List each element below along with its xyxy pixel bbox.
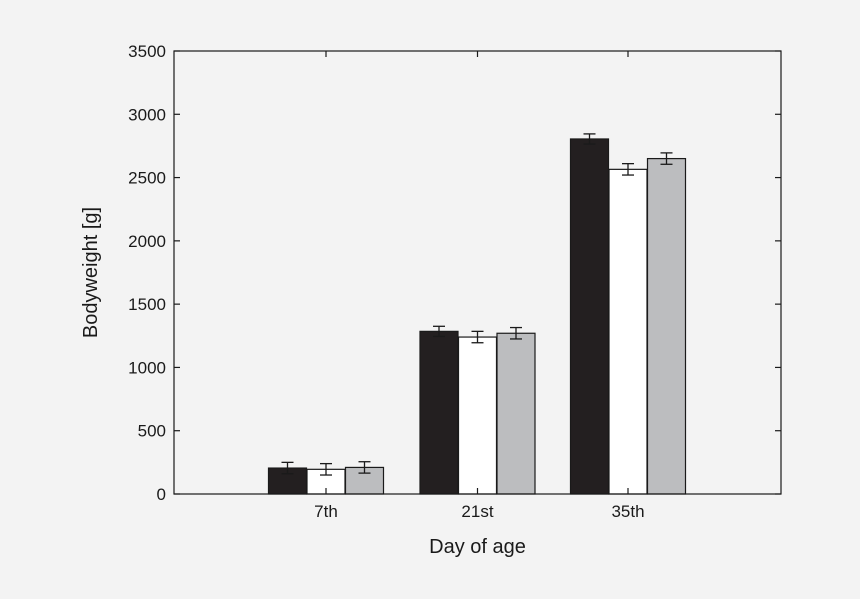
- bar-series-1-35th: [569, 138, 610, 495]
- y-tick-label: 0: [157, 485, 166, 504]
- error-bar-series-1-7th: [281, 461, 294, 475]
- bar-series-2-35th: [608, 168, 648, 495]
- y-tick-label: 1000: [128, 358, 166, 377]
- error-bar-series-3-21st: [510, 326, 522, 340]
- x-tick-label: 7th: [314, 502, 338, 521]
- error-bar-series-2-35th: [622, 162, 634, 176]
- y-tick-label: 1500: [128, 295, 166, 314]
- y-tick-label: 3000: [128, 105, 166, 124]
- x-tick-label: 21st: [461, 502, 493, 521]
- y-tick-label: 500: [138, 422, 166, 441]
- bar-series-3-21st: [496, 332, 536, 495]
- y-tick-label: 3500: [128, 42, 166, 61]
- y-tick-label: 2500: [128, 169, 166, 188]
- error-bar-series-1-21st: [433, 325, 445, 338]
- x-axis-title: Day of age: [429, 536, 526, 558]
- error-bar-series-3-35th: [660, 152, 673, 165]
- x-tick-label: 35th: [611, 502, 644, 521]
- error-bar-series-3-7th: [358, 461, 371, 474]
- error-bar-series-2-21st: [471, 330, 484, 344]
- bar-series-2-21st: [457, 336, 498, 495]
- y-tick-label: 2000: [128, 232, 166, 251]
- error-bar-series-2-7th: [320, 462, 332, 476]
- y-axis-title: Bodyweight [g]: [80, 207, 102, 338]
- bar-series-1-21st: [419, 330, 459, 495]
- error-bar-series-1-35th: [583, 133, 596, 145]
- bar-series-3-35th: [646, 157, 687, 495]
